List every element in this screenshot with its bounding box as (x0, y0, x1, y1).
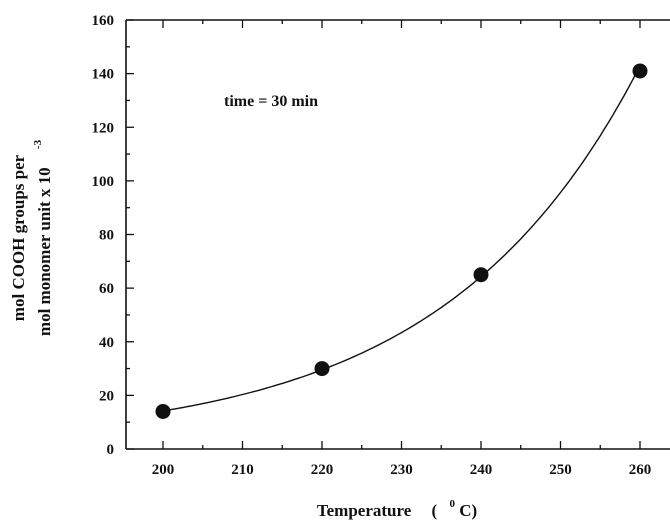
y-axis-title: mol COOH groups per mol monomer unit x 1… (9, 139, 54, 336)
x-tick-label: 230 (390, 462, 413, 478)
x-tick-label: 220 (311, 462, 334, 478)
x-axis-title: Temperature ( 0 C) (317, 492, 477, 520)
y-ticks (126, 19, 134, 450)
y-axis-title-exponent: -3 (32, 139, 44, 149)
y-tick-label: 40 (99, 335, 114, 351)
x-tick-label: 210 (231, 462, 254, 478)
y-tick-label: 0 (107, 442, 115, 458)
x-axis-title-degree: 0 (449, 498, 455, 510)
y-tick-labels: 0 20 40 60 80 100 120 140 160 (92, 13, 115, 458)
y-tick-label: 60 (99, 281, 114, 297)
data-point (632, 63, 648, 79)
x-tick-label: 240 (470, 462, 493, 478)
y-tick-label: 100 (92, 174, 115, 190)
y-tick-label: 140 (92, 67, 115, 83)
y-axis-title-line2: mol monomer unit x 10 -3 (32, 139, 54, 336)
data-point (473, 267, 489, 283)
data-points (155, 63, 648, 419)
annotation-text: time = 30 min (224, 93, 318, 110)
y-axis-title-line1: mol COOH groups per (9, 154, 28, 321)
x-tick-label: 250 (549, 462, 572, 478)
y-axis-title-line2-text: mol monomer unit x 10 (35, 167, 54, 336)
x-axis-title-text: Temperature (317, 501, 412, 520)
data-point (314, 361, 330, 377)
y-tick-label: 160 (92, 13, 115, 29)
x-tick-label: 200 (152, 462, 175, 478)
y-tick-label: 80 (99, 228, 114, 244)
x-tick-label: 260 (629, 462, 652, 478)
x-axis-title-paren: ( (432, 501, 438, 520)
x-axis-title-unit: C) (459, 501, 477, 520)
x-tick-labels: 200 210 220 230 240 250 260 (152, 462, 652, 478)
data-point (155, 403, 171, 419)
fit-curve (162, 65, 641, 412)
x-ticks (162, 20, 641, 449)
y-tick-label: 20 (99, 388, 114, 404)
y-tick-label: 120 (92, 120, 115, 136)
